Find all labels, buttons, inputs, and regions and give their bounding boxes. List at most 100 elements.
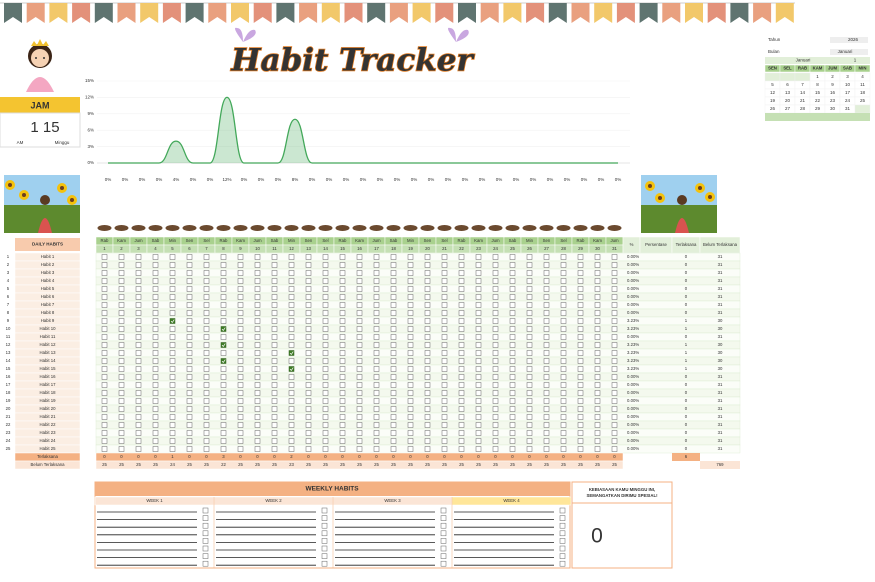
checkbox[interactable] (390, 270, 397, 276)
checkbox[interactable] (254, 326, 261, 332)
checkbox[interactable] (254, 342, 261, 348)
checkbox[interactable] (135, 390, 142, 396)
checkbox[interactable] (186, 254, 193, 260)
checkbox[interactable] (118, 390, 125, 396)
checkbox[interactable] (152, 334, 159, 340)
checkbox[interactable] (288, 422, 295, 428)
checkbox[interactable] (339, 350, 346, 356)
checkbox[interactable] (203, 262, 210, 268)
checkbox[interactable] (339, 382, 346, 388)
checkbox[interactable] (390, 358, 397, 364)
checkbox[interactable] (186, 414, 193, 420)
checkbox[interactable] (424, 358, 431, 364)
checkbox[interactable] (237, 318, 244, 324)
checkbox[interactable] (441, 262, 448, 268)
checkbox[interactable] (458, 254, 465, 260)
checkbox[interactable] (492, 278, 499, 284)
checkbox[interactable] (560, 366, 567, 372)
checkbox[interactable] (560, 286, 567, 292)
checkbox[interactable] (322, 446, 329, 452)
checkbox[interactable] (441, 366, 448, 372)
checkbox[interactable] (543, 398, 550, 404)
checkbox[interactable] (526, 294, 533, 300)
checkbox[interactable] (118, 294, 125, 300)
checkbox[interactable] (440, 507, 447, 514)
checkbox[interactable] (322, 342, 329, 348)
checkbox[interactable] (611, 406, 618, 412)
checkbox[interactable] (237, 390, 244, 396)
checkbox[interactable] (509, 390, 516, 396)
checkbox[interactable] (526, 334, 533, 340)
checkbox[interactable] (390, 278, 397, 284)
checkbox[interactable] (577, 294, 584, 300)
checkbox[interactable] (237, 366, 244, 372)
checkbox[interactable] (424, 382, 431, 388)
checkbox[interactable] (339, 414, 346, 420)
checkbox[interactable] (203, 278, 210, 284)
checkbox[interactable] (475, 414, 482, 420)
checkbox[interactable] (560, 302, 567, 308)
checkbox[interactable] (560, 382, 567, 388)
checkbox[interactable] (152, 366, 159, 372)
checkbox[interactable] (577, 390, 584, 396)
checkbox[interactable] (441, 310, 448, 316)
checkbox[interactable] (305, 414, 312, 420)
checkbox[interactable] (577, 422, 584, 428)
checkbox[interactable] (526, 358, 533, 364)
checkbox[interactable] (220, 254, 227, 260)
checkbox[interactable] (475, 286, 482, 292)
checkbox[interactable] (458, 446, 465, 452)
checkbox[interactable] (203, 438, 210, 444)
checkbox[interactable] (202, 553, 209, 559)
checkbox[interactable] (560, 318, 567, 324)
checkbox[interactable] (611, 278, 618, 284)
checkbox[interactable] (186, 278, 193, 284)
checkbox[interactable] (339, 390, 346, 396)
checkbox[interactable] (526, 422, 533, 428)
checkbox[interactable] (135, 446, 142, 452)
checkbox[interactable] (135, 398, 142, 404)
checkbox[interactable] (526, 318, 533, 324)
checkbox[interactable] (203, 334, 210, 340)
checkbox[interactable] (560, 414, 567, 420)
checkbox[interactable] (526, 326, 533, 332)
checkbox[interactable] (424, 350, 431, 356)
checkbox[interactable] (390, 342, 397, 348)
checkbox[interactable] (271, 262, 278, 268)
checkbox[interactable] (390, 414, 397, 420)
checkbox[interactable] (407, 422, 414, 428)
checkbox[interactable] (526, 270, 533, 276)
checkbox[interactable] (118, 326, 125, 332)
checkbox[interactable] (509, 302, 516, 308)
checkbox[interactable] (611, 334, 618, 340)
checkbox[interactable] (305, 254, 312, 260)
checkbox[interactable] (611, 414, 618, 420)
checkbox[interactable] (560, 254, 567, 260)
checkbox[interactable] (152, 350, 159, 356)
checkbox[interactable] (322, 438, 329, 444)
checkbox[interactable] (169, 302, 176, 308)
checkbox[interactable] (237, 334, 244, 340)
checkbox[interactable] (288, 334, 295, 340)
checkbox[interactable] (271, 406, 278, 412)
checkbox[interactable] (441, 302, 448, 308)
checkbox[interactable] (254, 358, 261, 364)
checkbox[interactable] (288, 326, 295, 332)
checkbox[interactable] (339, 438, 346, 444)
checkbox[interactable] (271, 294, 278, 300)
checkbox[interactable] (509, 422, 516, 428)
checkbox[interactable] (254, 430, 261, 436)
checkbox[interactable] (475, 382, 482, 388)
checkbox[interactable] (237, 326, 244, 332)
checkbox[interactable] (407, 310, 414, 316)
checkbox[interactable] (407, 366, 414, 372)
checkbox[interactable] (373, 342, 380, 348)
checkbox[interactable] (254, 350, 261, 356)
checkbox[interactable] (373, 350, 380, 356)
checkbox[interactable] (169, 270, 176, 276)
checkbox[interactable] (118, 342, 125, 348)
checkbox[interactable] (373, 302, 380, 308)
checkbox[interactable] (339, 334, 346, 340)
checkbox[interactable] (407, 382, 414, 388)
checkbox[interactable] (271, 446, 278, 452)
